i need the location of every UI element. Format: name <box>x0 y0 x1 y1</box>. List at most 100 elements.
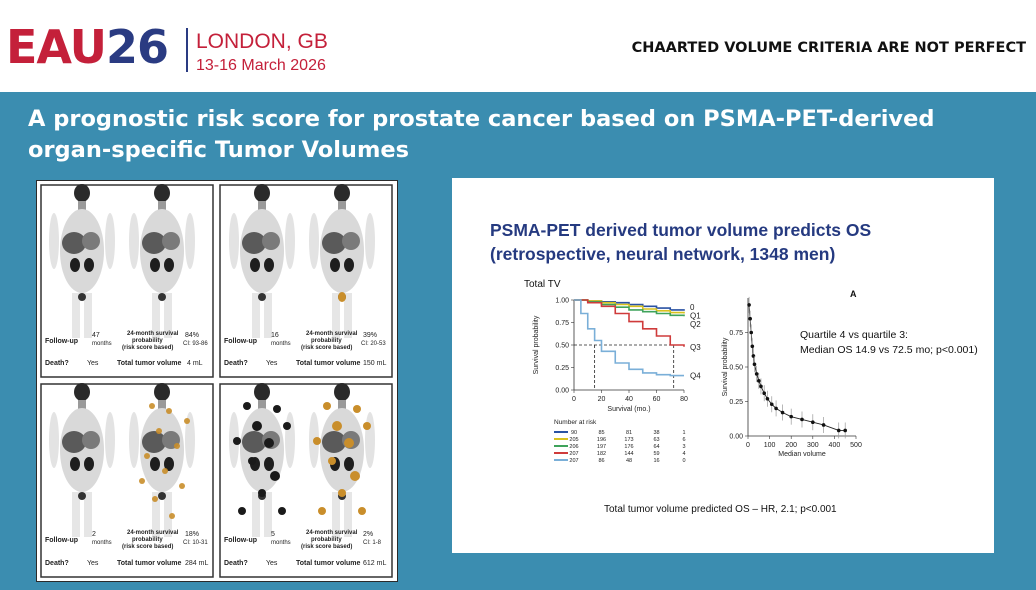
scatter-point <box>800 417 804 422</box>
risk-table-cell: 1 <box>682 430 685 436</box>
svg-text:months: months <box>92 341 112 347</box>
embedded-title-line-1: PSMA-PET derived tumor volume predicts O… <box>490 220 872 240</box>
km-x-tick-label: 20 <box>598 396 606 403</box>
km-y-tick-label: 1.00 <box>555 298 569 305</box>
svg-text:Death?: Death? <box>45 560 69 567</box>
km-y-axis-label: Survival probability <box>533 315 540 374</box>
svg-text:months: months <box>271 341 291 347</box>
scatter-point <box>836 428 841 433</box>
risk-table-cell: 81 <box>626 430 632 436</box>
scatter-point <box>780 410 785 415</box>
svg-text:(risk score based): (risk score based) <box>122 544 173 550</box>
pet-image-panel: Follow-up 47 months 24-month survival pr… <box>36 180 398 582</box>
km-series-line-Q1 <box>574 299 685 314</box>
scatter-points <box>747 296 847 439</box>
scatter-point <box>843 428 847 433</box>
svg-text:Total tumor volume: Total tumor volume <box>296 560 361 567</box>
svg-text:284 mL: 284 mL <box>185 560 208 567</box>
conference-city: LONDON, GB <box>196 30 328 53</box>
svg-text:16: 16 <box>271 332 279 339</box>
tumor-overlay-2 <box>338 292 346 302</box>
risk-table-cell: 182 <box>597 451 606 457</box>
logo-eau-text: EAU <box>6 20 107 74</box>
km-group-label: Q4 <box>690 372 701 381</box>
km-x-tick-label: 40 <box>625 396 633 403</box>
svg-text:probability: probability <box>132 338 163 344</box>
svg-text:Yes: Yes <box>87 360 99 367</box>
km-x-axis-label: Survival (mo.) <box>607 406 650 413</box>
svg-text:Follow-up: Follow-up <box>45 338 78 345</box>
scatter-y-tick-label: 0.75 <box>729 330 743 337</box>
svg-text:CI: 1-8: CI: 1-8 <box>363 540 382 546</box>
slide-headline: CHAARTED VOLUME CRITERIA ARE NOT PERFECT <box>631 40 1026 56</box>
risk-table-cell: 85 <box>598 430 604 436</box>
risk-table-cell: 6 <box>682 437 685 443</box>
scatter-x-axis-label: Median volume <box>778 451 826 458</box>
km-y-tick-label: 0.25 <box>555 365 569 372</box>
scatter-point <box>765 396 770 401</box>
scatter-x-tick-label: 0 <box>746 442 750 449</box>
svg-text:39%: 39% <box>363 332 377 339</box>
km-x-tick-label: 0 <box>572 396 576 403</box>
pet-case-4-info: Follow-up 5 months 24-month survival pro… <box>224 530 386 567</box>
scatter-axes: 0.00 0.25 0.50 0.75 0 100 200 300 400 500 Median v… <box>722 298 862 458</box>
svg-text:Total tumor volume: Total tumor volume <box>117 360 182 367</box>
scatter-point <box>747 303 751 307</box>
panel-a-label: A <box>850 289 857 299</box>
scatter-point <box>754 372 759 376</box>
pet-images-svg: Follow-up 47 months 24-month survival pr… <box>40 184 393 578</box>
eau-logo: EAU26 <box>6 20 169 74</box>
km-x-tick-label: 60 <box>653 396 661 403</box>
svg-text:Yes: Yes <box>87 560 99 567</box>
svg-text:2: 2 <box>92 531 96 538</box>
km-x-tick-label: 80 <box>680 396 688 403</box>
km-group-label: Q2 <box>690 320 701 329</box>
svg-text:probability: probability <box>132 537 163 543</box>
km-series-line-Q2 <box>574 299 685 317</box>
svg-text:24-month survival: 24-month survival <box>127 331 179 337</box>
risk-table-cell: 38 <box>653 430 659 436</box>
scatter-point <box>774 406 778 411</box>
svg-text:(risk score based): (risk score based) <box>122 345 173 351</box>
svg-text:CI: 10-31: CI: 10-31 <box>183 540 208 546</box>
km-y-tick-label: 0.00 <box>555 388 569 395</box>
tumor-overlay-4b <box>313 402 371 515</box>
logo-number-text: 26 <box>105 20 169 74</box>
svg-text:Death?: Death? <box>224 360 248 367</box>
svg-text:(risk score based): (risk score based) <box>301 345 352 351</box>
svg-text:probability: probability <box>311 338 342 344</box>
scatter-point <box>789 414 793 419</box>
conference-dates: 13-16 March 2026 <box>196 57 326 74</box>
hazard-ratio-text: Total tumor volume predicted OS – HR, 2.… <box>604 504 837 515</box>
km-series-line-Q4 <box>574 299 684 377</box>
svg-text:Follow-up: Follow-up <box>224 338 257 345</box>
scatter-point <box>757 379 761 383</box>
scatter-point <box>821 423 826 427</box>
scatter-y-tick-label: 0.25 <box>729 399 743 406</box>
volume-survival-chart: 0.00 0.25 0.50 0.75 0 100 200 300 400 500 Median v… <box>722 296 862 458</box>
risk-table-cell: 90 <box>571 430 577 436</box>
scatter-point <box>759 384 763 389</box>
quartile-note-line-2: Median OS 14.9 vs 72.5 mo; p<0.001) <box>800 344 978 356</box>
svg-text:CI: 93-86: CI: 93-86 <box>183 341 208 347</box>
risk-table-cell: 196 <box>597 437 606 443</box>
conference-header: EAU26 LONDON, GB 13-16 March 2026 CHAART… <box>0 0 1036 92</box>
tumor-overlay-3 <box>139 403 190 519</box>
risk-table-cell: 4 <box>682 451 685 457</box>
svg-text:Yes: Yes <box>266 360 278 367</box>
km-series-line-Q3 <box>574 299 685 347</box>
km-y-tick-label: 0.50 <box>555 343 569 350</box>
svg-text:18%: 18% <box>185 531 199 538</box>
risk-table-cell: 3 <box>682 444 685 450</box>
risk-table-cell: 48 <box>626 458 632 464</box>
scatter-point <box>811 420 815 424</box>
risk-table-cell: 144 <box>624 451 633 457</box>
svg-text:4 mL: 4 mL <box>187 360 203 367</box>
scatter-x-tick-label: 500 <box>850 442 862 449</box>
risk-table-cell: 0 <box>682 458 685 464</box>
svg-text:Total tumor volume: Total tumor volume <box>117 560 182 567</box>
svg-text:47: 47 <box>92 332 100 339</box>
svg-text:612 mL: 612 mL <box>363 560 386 567</box>
scatter-point <box>762 391 766 396</box>
